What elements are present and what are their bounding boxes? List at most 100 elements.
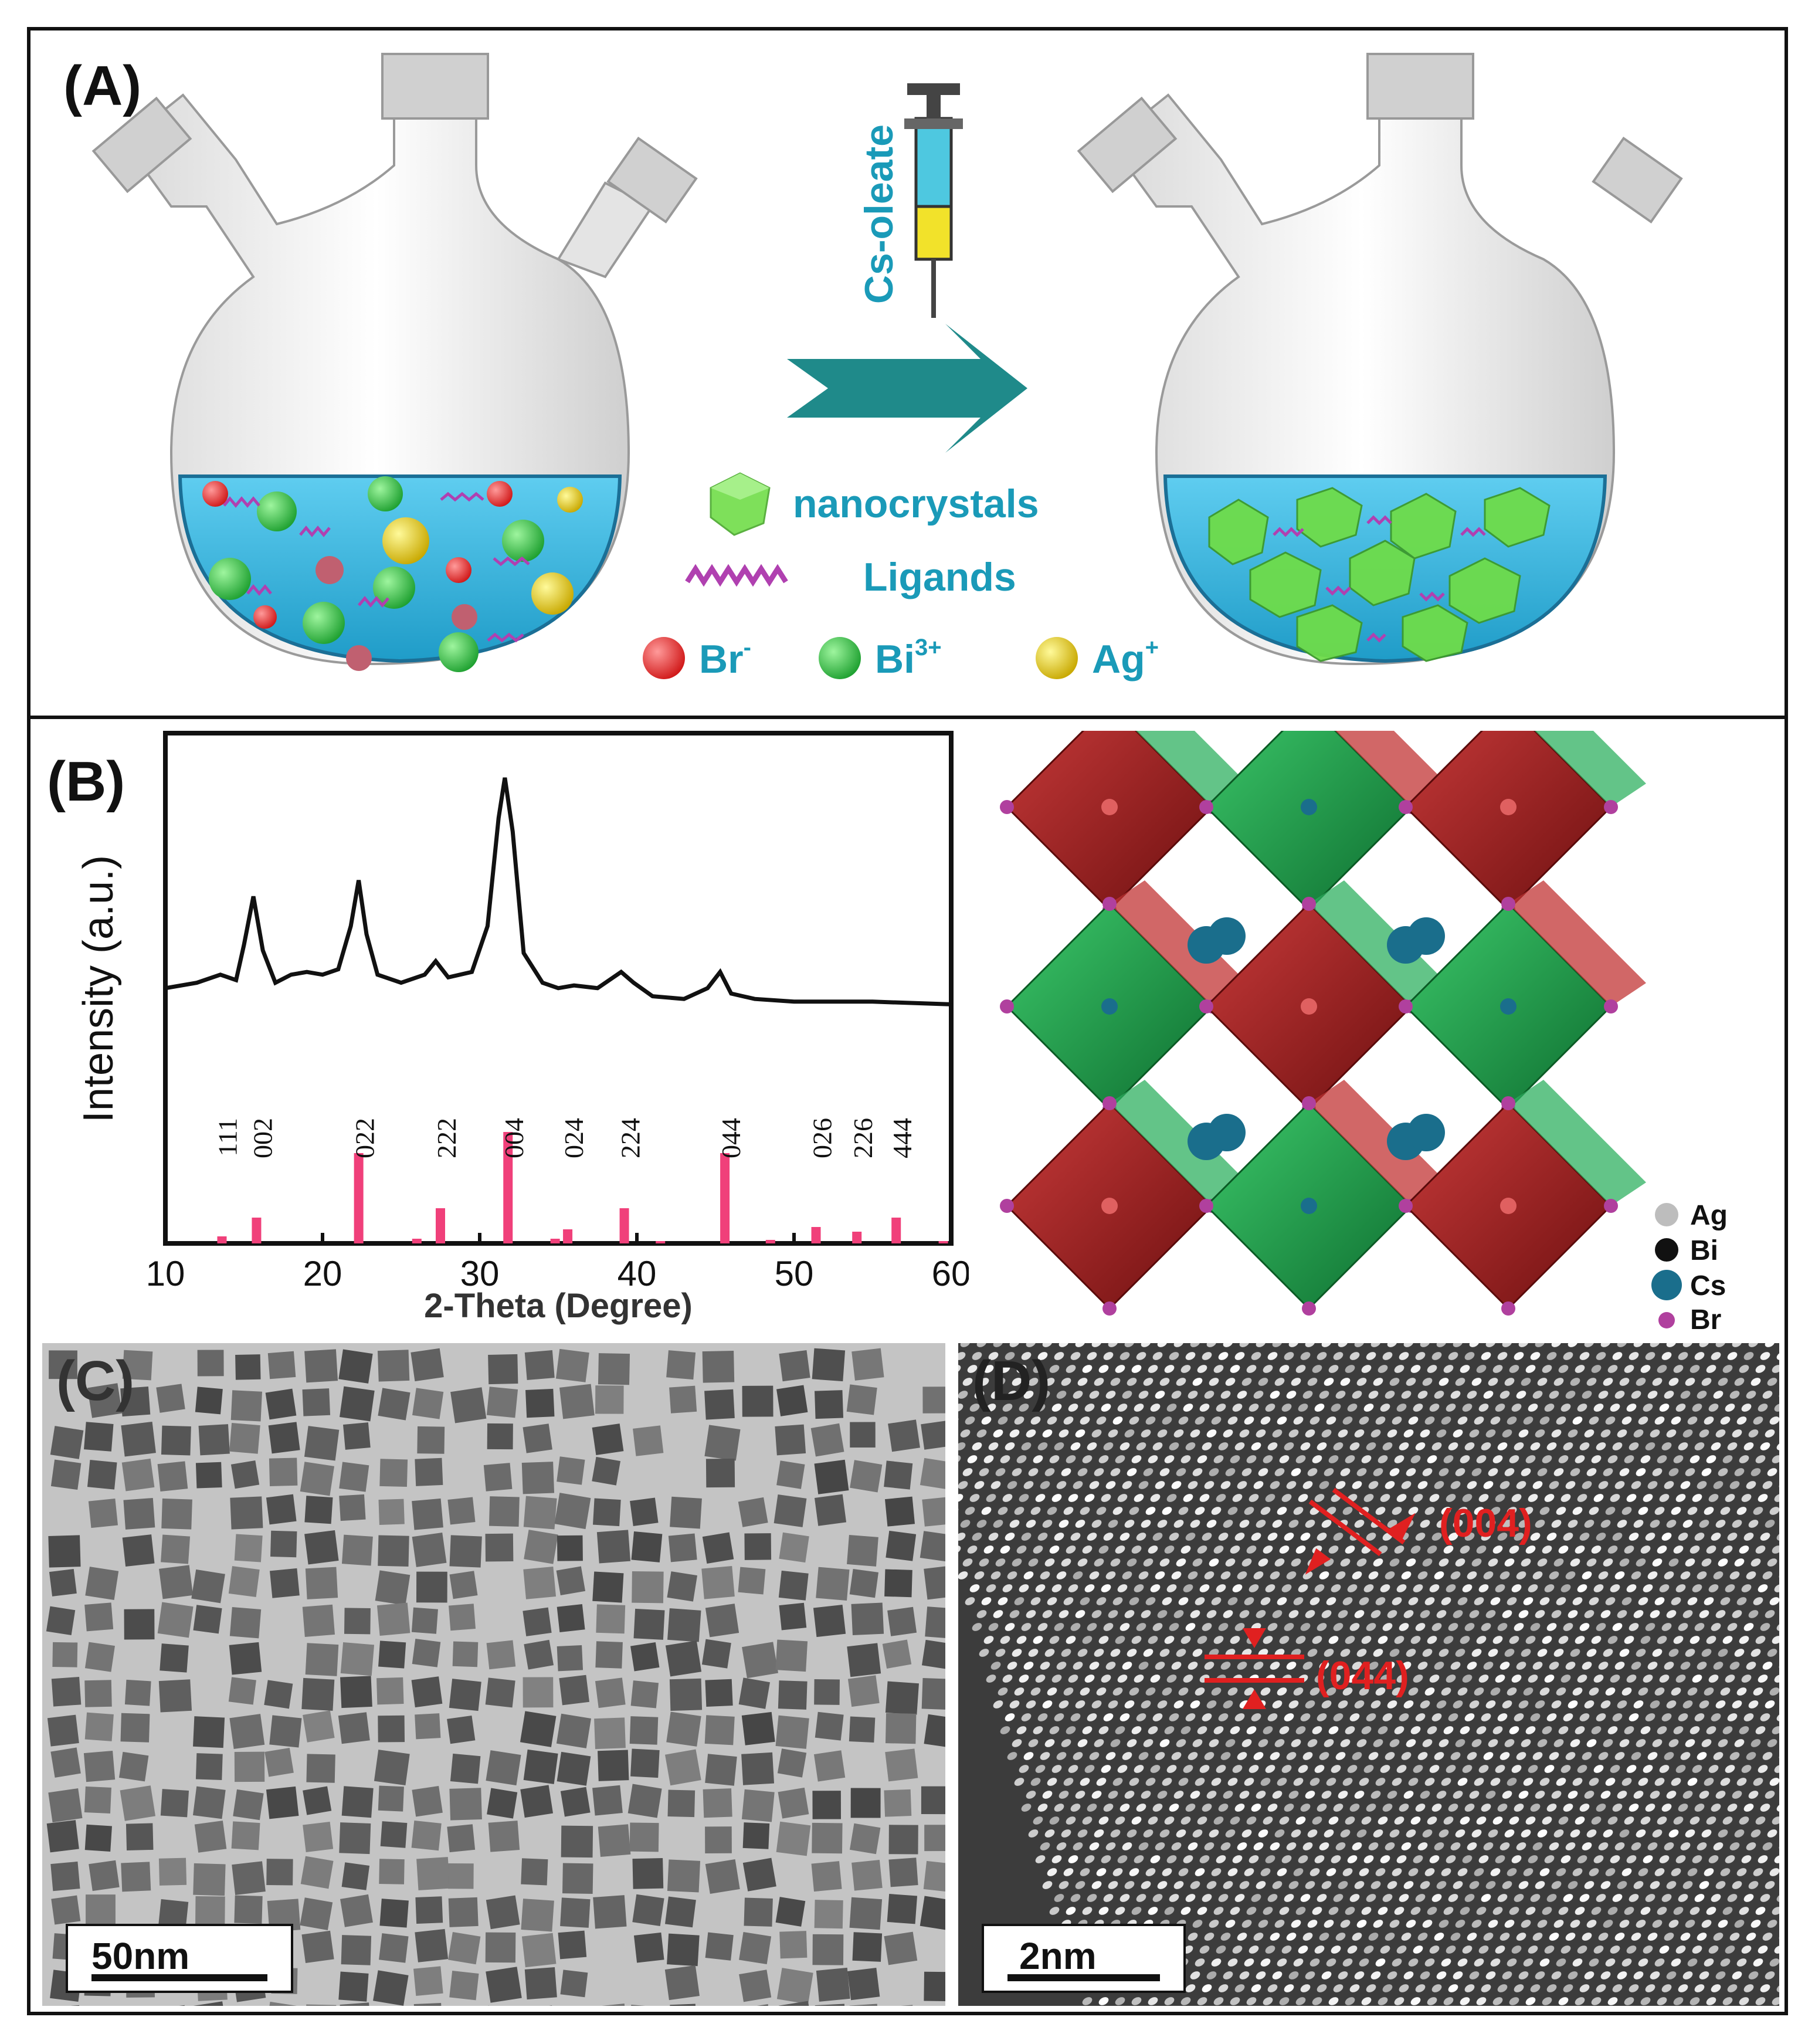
atomic-column (1241, 1558, 1252, 1567)
atomic-column (1166, 1404, 1177, 1412)
atomic-column (1335, 1842, 1346, 1850)
atomic-column (1682, 1610, 1693, 1618)
atomic-column (1772, 1636, 1779, 1644)
atomic-column (1178, 1687, 1189, 1696)
atomic-column (1598, 1571, 1609, 1579)
atomic-column (1532, 1752, 1543, 1760)
atomic-column (1127, 1739, 1137, 1747)
atomic-column (1762, 1662, 1773, 1670)
atomic-column (1629, 1623, 1639, 1631)
atomic-column (1530, 1442, 1541, 1450)
atomic-column (1176, 1829, 1186, 1838)
atomic-column (1577, 1765, 1587, 1773)
atomic-column (1314, 1945, 1325, 1954)
atomic-column (1014, 1597, 1024, 1605)
atomic-column (1542, 1907, 1552, 1915)
nanocube (123, 1497, 155, 1530)
atomic-column (1197, 1816, 1207, 1825)
atomic-column (1427, 1636, 1437, 1644)
nanocube (664, 1965, 700, 2001)
atomic-column (1736, 1597, 1747, 1605)
crystal-structure-diagram: Ag Bi Cs Br (1000, 731, 1728, 1329)
br-atom (1199, 999, 1213, 1013)
atomic-column (1697, 1481, 1707, 1489)
atomic-column (1565, 1391, 1576, 1399)
atomic-column (1035, 1494, 1046, 1502)
nanocube (234, 1895, 263, 1924)
atomic-column (1629, 1804, 1639, 1812)
nanocube (520, 1785, 554, 1818)
atomic-column (1108, 1429, 1118, 1438)
nanocube (415, 1928, 449, 1962)
atomic-column (1023, 1752, 1034, 1760)
atomic-column (1253, 1842, 1264, 1850)
atomic-column (1577, 1494, 1587, 1502)
atomic-column (1256, 1520, 1266, 1528)
nanocube (85, 1567, 119, 1601)
atomic-column (1098, 1636, 1109, 1644)
nanocube (884, 1460, 913, 1490)
atomic-column (1080, 1597, 1090, 1605)
atomic-column (1532, 1933, 1543, 1941)
atomic-column (1514, 1804, 1524, 1812)
reference-peak-bar (619, 1208, 629, 1243)
nanocube (231, 1821, 260, 1850)
atomic-column (1084, 1584, 1095, 1592)
atomic-column (1741, 1945, 1752, 1954)
nanocube (924, 1971, 945, 2002)
nanocube (849, 1823, 881, 1855)
atomic-column (1124, 1791, 1135, 1799)
atomic-column (1446, 1945, 1456, 1954)
atomic-column (1652, 1829, 1663, 1838)
atomic-column (1232, 1855, 1243, 1863)
atomic-column (1549, 1662, 1559, 1670)
atomic-column (1206, 1881, 1217, 1889)
atomic-column (1603, 1649, 1613, 1657)
atomic-column (1403, 1881, 1414, 1889)
atomic-column (1021, 1713, 1032, 1721)
atomic-column (1485, 1429, 1496, 1438)
atomic-column (1392, 1958, 1402, 1967)
nanocube (888, 1857, 918, 1887)
atomic-column (1129, 1778, 1139, 1786)
atomic-column (1112, 1597, 1123, 1605)
nanocube (84, 1712, 114, 1741)
atomic-column (1213, 1726, 1224, 1734)
nanocube (343, 1422, 371, 1450)
atomic-column (965, 1507, 975, 1515)
atomic-column (1375, 1416, 1386, 1425)
atomic-column (1772, 1726, 1779, 1734)
nanocube (235, 1354, 261, 1380)
atomic-column (1016, 1455, 1027, 1463)
atomic-column (1680, 1933, 1691, 1941)
atomic-column (1129, 1597, 1139, 1605)
scale-bar-d-label: 2nm (1019, 1935, 1097, 1977)
atomic-column (1392, 1778, 1402, 1786)
atomic-column (1643, 1584, 1653, 1592)
atomic-column (1246, 1455, 1257, 1463)
atomic-column (1375, 1958, 1386, 1967)
atomic-column (1699, 1971, 1709, 1979)
atomic-column (962, 1468, 973, 1476)
atomic-column (990, 1662, 1001, 1670)
atomic-column (1570, 1468, 1580, 1476)
atomic-column (1523, 1416, 1534, 1425)
atomic-column (958, 1545, 961, 1554)
atomic-column (1424, 1507, 1435, 1515)
atomic-column (1183, 1855, 1193, 1863)
atomic-column (1507, 1778, 1517, 1786)
atomic-column (1457, 1778, 1468, 1786)
atomic-column (1028, 1558, 1039, 1567)
atomic-column (1028, 1739, 1039, 1747)
atomic-column (988, 1442, 999, 1450)
atomic-column (1169, 1713, 1179, 1721)
atomic-column (1408, 1958, 1419, 1967)
nanocube (344, 1608, 371, 1635)
atomic-column (1105, 1571, 1116, 1579)
atomic-column (1502, 1881, 1512, 1889)
nanocube (594, 1717, 626, 1750)
br-atom (1000, 800, 1014, 814)
nanocube (596, 1604, 626, 1634)
atomic-column (1605, 1597, 1616, 1605)
atomic-column (1274, 1739, 1285, 1747)
